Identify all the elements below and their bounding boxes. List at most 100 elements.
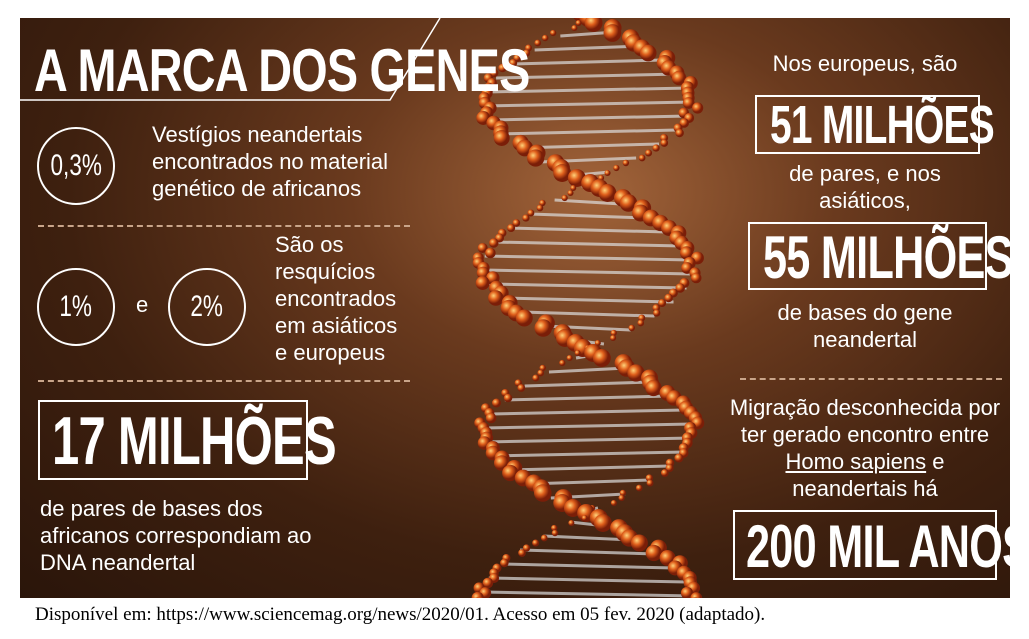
stat-text: Vestígios neandertais encontrados no mat…	[152, 121, 412, 202]
strand-ball	[636, 485, 643, 492]
rung	[489, 284, 686, 288]
rung	[530, 214, 647, 218]
strand-ball	[629, 325, 635, 331]
strand-ball	[492, 399, 501, 408]
strand-ball	[567, 190, 573, 196]
strand-ball	[674, 454, 683, 463]
source: Disponível em: https://www.sciencemag.or…	[35, 604, 765, 626]
strand-ball	[567, 355, 573, 361]
strand-ball	[623, 160, 629, 166]
strand-ball	[645, 150, 652, 157]
strand-ball	[485, 248, 496, 259]
circle: 1%	[37, 268, 115, 346]
circle: 0,3%	[37, 127, 115, 205]
text: Migração desconhecida por ter gerado enc…	[730, 395, 1000, 447]
strand-ball	[550, 30, 556, 36]
strand-ball	[534, 319, 552, 337]
panel: A MARCA DOS GENES 0,3% Vestígios neander…	[20, 18, 1010, 598]
strand-ball	[585, 18, 603, 32]
strand-ball	[610, 335, 616, 341]
strand-ball	[637, 320, 644, 327]
strand-ball	[594, 514, 612, 532]
rung	[492, 452, 685, 456]
rung	[485, 256, 692, 260]
strand-ball	[559, 360, 565, 366]
strand-ball	[640, 45, 657, 62]
divider	[38, 225, 410, 227]
strand-ball	[599, 184, 617, 202]
rung	[489, 578, 687, 582]
strand-ball	[611, 500, 617, 506]
strand-ball	[593, 349, 611, 367]
strand-ball	[476, 276, 490, 290]
infographic: A MARCA DOS GENES 0,3% Vestígios neander…	[0, 0, 1029, 639]
rung	[484, 438, 692, 442]
strand-ball	[604, 24, 622, 42]
strand-ball	[516, 309, 533, 326]
strand-ball	[552, 530, 558, 536]
strand-ball	[639, 155, 646, 162]
number: 55 MILHÕES	[763, 223, 1010, 292]
strand-ball	[571, 25, 577, 31]
rung	[525, 382, 652, 386]
rung	[509, 228, 668, 232]
joiner: e	[136, 291, 148, 318]
strand-ball	[653, 309, 660, 316]
strand-ball	[604, 170, 610, 176]
strand-ball	[675, 129, 684, 138]
circle-label: 0,3%	[50, 149, 101, 183]
strand-ball	[582, 515, 588, 521]
strand-ball	[489, 238, 499, 248]
strand-ball	[646, 545, 662, 561]
rung	[535, 46, 642, 50]
strand-ball	[613, 165, 619, 171]
rung	[488, 116, 689, 120]
strand-ball	[500, 559, 509, 568]
strand-ball	[532, 375, 539, 382]
strand-ball	[522, 214, 529, 221]
strand-ball	[661, 469, 669, 477]
number: 17 MILHÕES	[52, 402, 336, 480]
rung	[499, 130, 677, 134]
strand-ball	[486, 413, 497, 424]
strand-ball	[518, 549, 526, 557]
strand-ball	[664, 294, 673, 303]
divider	[740, 378, 1002, 380]
strand-ball	[507, 224, 515, 232]
rung	[483, 270, 692, 274]
stat-text: São os resquícios encontrados em asiátic…	[275, 231, 415, 366]
strand-ball	[562, 195, 568, 201]
strand-ball	[647, 480, 654, 487]
strand-ball	[652, 144, 659, 151]
strand-ball	[534, 484, 552, 502]
text: de bases do gene neandertal	[755, 299, 975, 353]
strand-ball	[631, 534, 648, 551]
number: 200 MIL ANOS	[746, 512, 1010, 581]
stat-text: de pares de bases dos africanos correspo…	[40, 495, 340, 576]
strand-ball	[660, 139, 668, 147]
rung	[505, 396, 671, 400]
strand-ball	[537, 370, 544, 377]
strand-ball	[534, 40, 541, 47]
strand-ball	[532, 540, 539, 547]
strand-ball	[576, 20, 582, 26]
strand-ball	[517, 384, 525, 392]
circle: 2%	[168, 268, 246, 346]
rung	[522, 312, 655, 316]
migration-text: Migração desconhecida por ter gerado enc…	[725, 394, 1005, 502]
rung	[491, 410, 685, 414]
strand-ball	[527, 149, 544, 166]
divider	[38, 380, 410, 382]
rung	[484, 424, 692, 428]
strand-ball	[691, 273, 702, 284]
strand-ball	[541, 535, 548, 542]
rung	[502, 298, 673, 302]
strand-ball	[645, 380, 661, 396]
text: Nos europeus, são	[740, 50, 990, 77]
rung	[513, 60, 664, 64]
strand-ball	[537, 205, 544, 212]
number: 51 MILHÕES	[770, 94, 994, 156]
text: de pares, e nos asiáticos,	[765, 160, 965, 214]
strand-ball	[575, 350, 581, 356]
strand-ball	[692, 102, 703, 113]
